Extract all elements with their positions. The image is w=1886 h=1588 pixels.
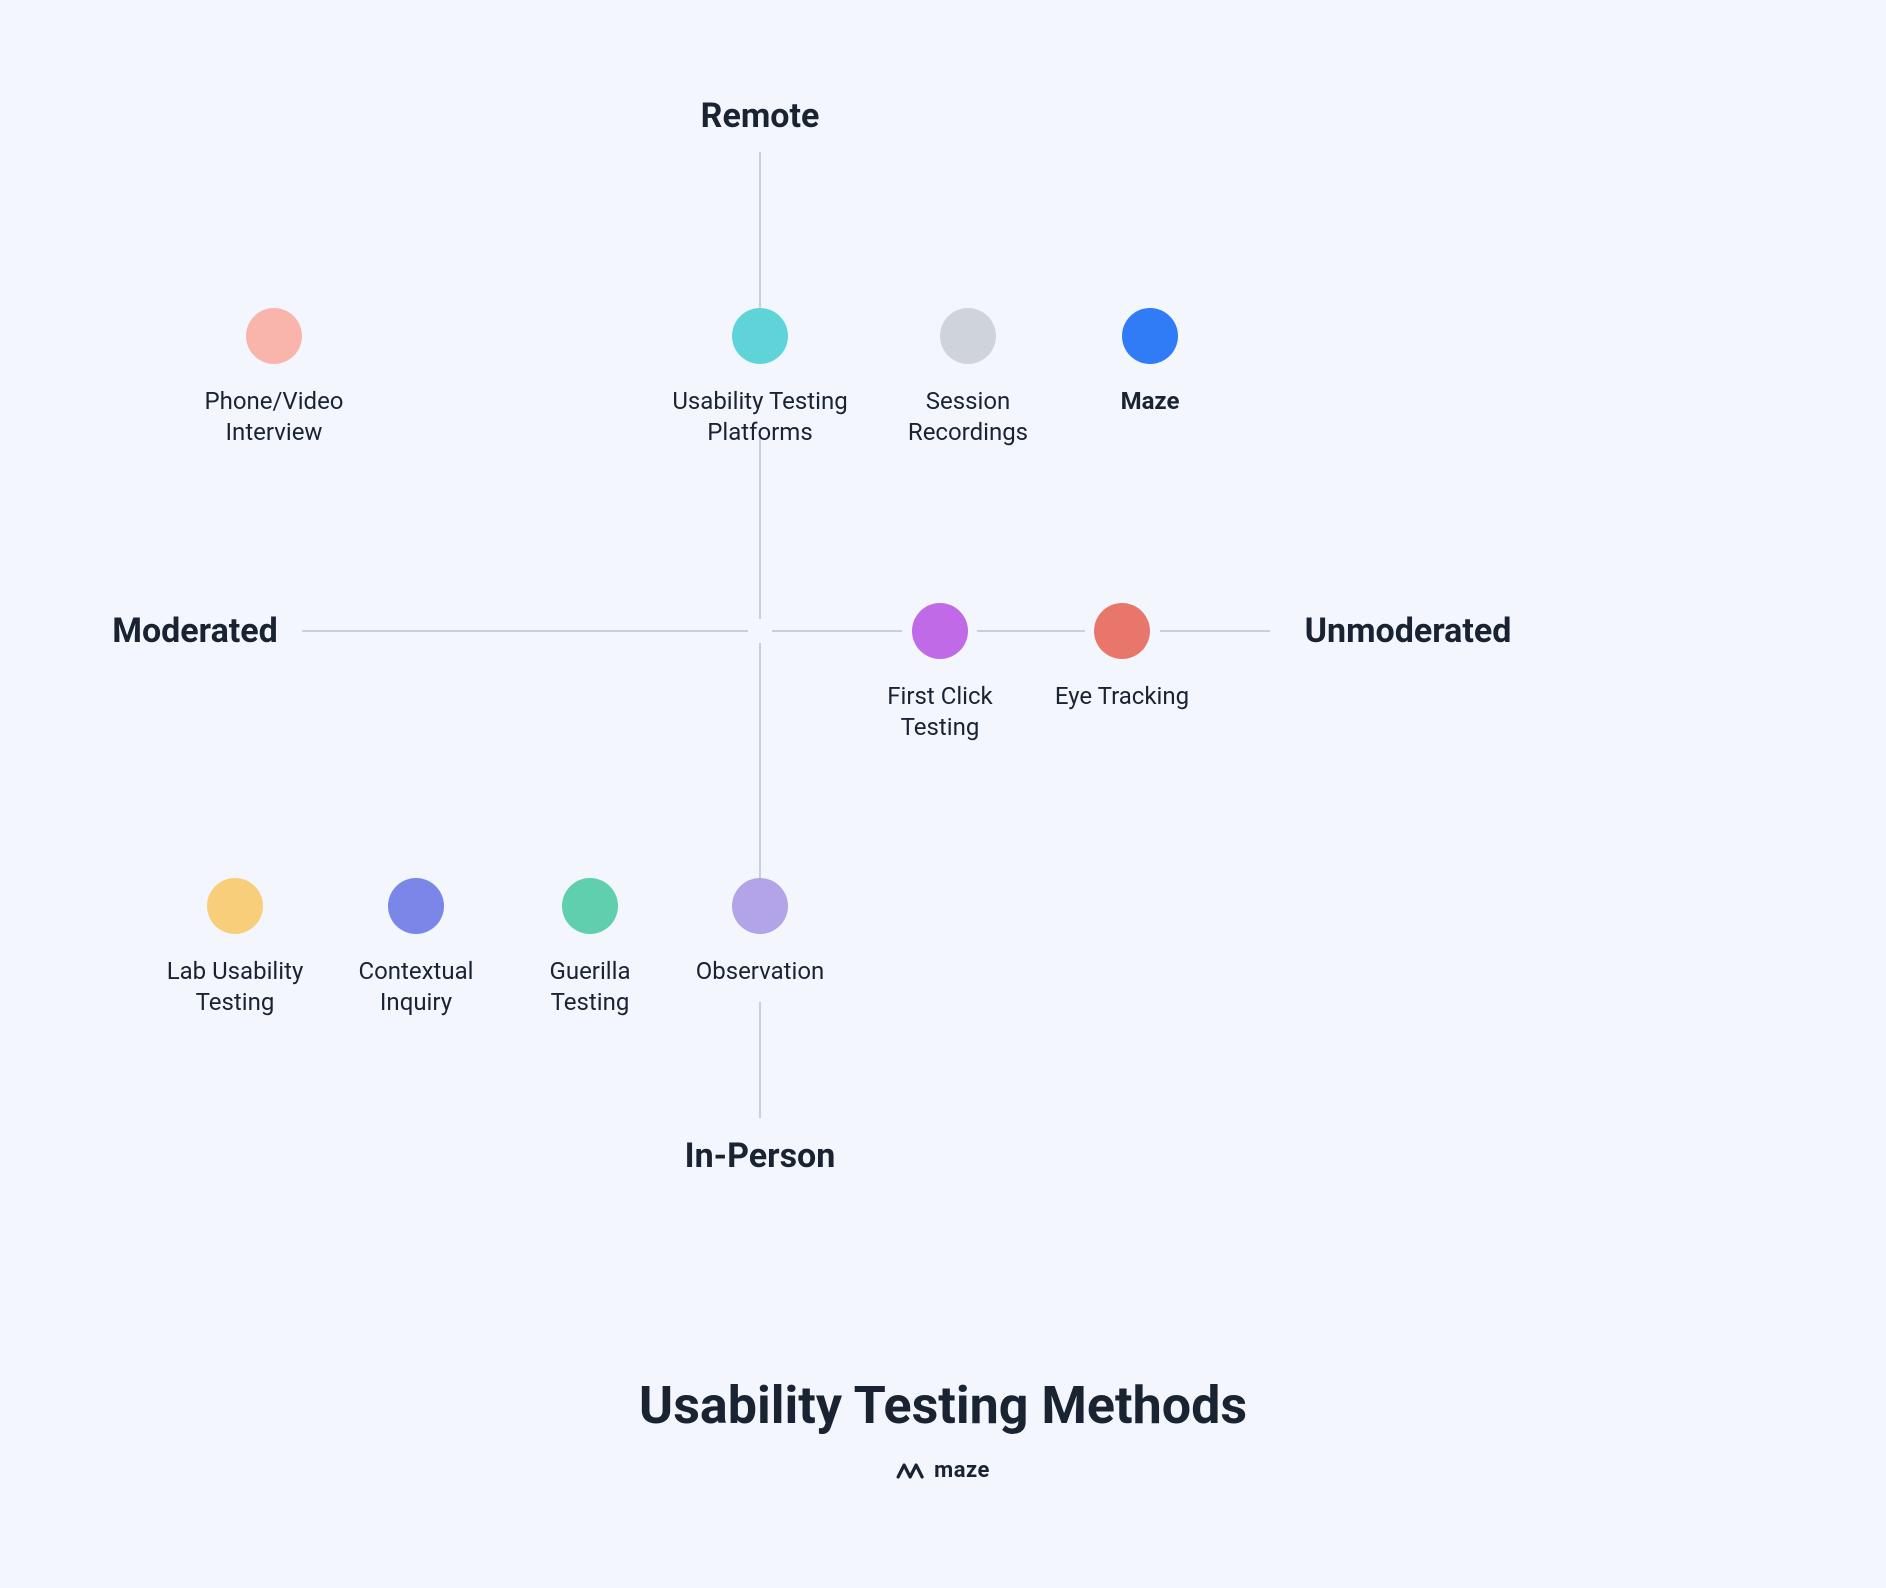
node-lab-usability: Lab Usability Testing	[135, 878, 335, 1018]
brand-logo: maze	[896, 1458, 990, 1483]
node-dot-session-recordings	[940, 308, 996, 364]
node-dot-observation	[732, 878, 788, 934]
node-label-session-recordings: Session Recordings	[868, 386, 1068, 448]
node-dot-phone-video-interview	[246, 308, 302, 364]
axis-line-horizontal	[302, 631, 748, 632]
axis-line-vertical	[760, 152, 761, 308]
diagram-stage: Remote In-Person Moderated Unmoderated Phone…	[0, 0, 1886, 1588]
axis-line-vertical	[760, 428, 761, 619]
node-label-eye-tracking: Eye Tracking	[1022, 681, 1222, 712]
node-usability-platforms: Usability Testing Platforms	[660, 308, 860, 448]
axis-label-right: Unmoderated	[1305, 611, 1512, 651]
node-label-maze: Maze	[1050, 386, 1250, 417]
node-label-usability-platforms: Usability Testing Platforms	[660, 386, 860, 448]
node-dot-guerilla-testing	[562, 878, 618, 934]
node-eye-tracking: Eye Tracking	[1022, 603, 1222, 712]
node-phone-video-interview: Phone/Video Interview	[174, 308, 374, 448]
node-first-click-testing: First Click Testing	[840, 603, 1040, 743]
node-dot-usability-platforms	[732, 308, 788, 364]
node-label-first-click-testing: First Click Testing	[840, 681, 1040, 743]
node-dot-contextual-inquiry	[388, 878, 444, 934]
node-dot-eye-tracking	[1094, 603, 1150, 659]
node-contextual-inquiry: Contextual Inquiry	[316, 878, 516, 1018]
node-label-lab-usability: Lab Usability Testing	[135, 956, 335, 1018]
brand-text: maze	[934, 1458, 990, 1483]
node-label-phone-video-interview: Phone/Video Interview	[174, 386, 374, 448]
axis-label-bottom: In-Person	[685, 1136, 836, 1176]
node-label-observation: Observation	[660, 956, 860, 987]
node-label-contextual-inquiry: Contextual Inquiry	[316, 956, 516, 1018]
page-title: Usability Testing Methods	[639, 1375, 1247, 1436]
node-dot-lab-usability	[207, 878, 263, 934]
node-maze: Maze	[1050, 308, 1250, 417]
axis-line-vertical	[760, 643, 761, 878]
axis-line-vertical	[760, 1002, 761, 1118]
axis-label-left: Moderated	[112, 611, 278, 651]
node-observation: Observation	[660, 878, 860, 987]
maze-icon	[896, 1461, 926, 1481]
node-session-recordings: Session Recordings	[868, 308, 1068, 448]
node-dot-maze	[1122, 308, 1178, 364]
node-dot-first-click-testing	[912, 603, 968, 659]
axis-label-top: Remote	[701, 96, 820, 136]
